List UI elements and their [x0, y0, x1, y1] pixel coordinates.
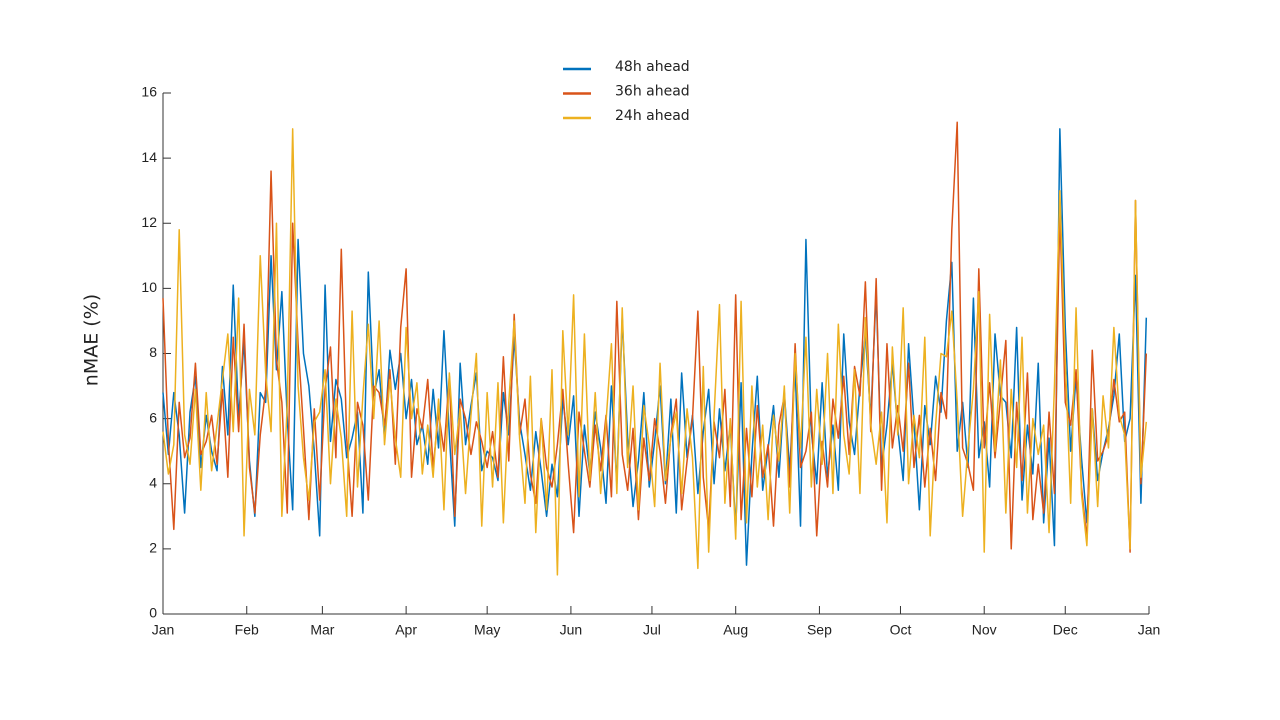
- x-tick-label: Jan: [1138, 622, 1161, 638]
- legend-label: 36h ahead: [615, 84, 690, 100]
- x-tick-label: Sep: [807, 622, 832, 638]
- series-line: [162, 121, 1148, 553]
- y-tick-label: 14: [141, 149, 157, 165]
- legend-label: 24h ahead: [615, 108, 690, 124]
- x-tick-label: Jun: [560, 622, 583, 638]
- x-tick-label: Jul: [643, 622, 661, 638]
- y-tick-label: 8: [149, 344, 157, 360]
- series-line: [162, 128, 1148, 576]
- x-tick-label: May: [474, 622, 500, 638]
- x-tick-label: Dec: [1053, 622, 1078, 638]
- legend-label: 48h ahead: [615, 59, 690, 75]
- x-tick-label: Mar: [310, 622, 334, 638]
- y-tick-label: 4: [149, 474, 157, 490]
- y-tick-label: 2: [149, 540, 157, 556]
- y-tick-label: 10: [141, 279, 157, 295]
- x-tick-label: Oct: [890, 622, 912, 638]
- x-tick-label: Apr: [395, 622, 417, 638]
- x-tick-label: Feb: [235, 622, 259, 638]
- y-tick-label: 16: [141, 84, 157, 100]
- x-tick-label: Aug: [723, 622, 748, 638]
- y-axis-label: nMAE (%): [81, 294, 103, 386]
- y-tick-label: 0: [149, 605, 157, 621]
- x-tick-label: Nov: [972, 622, 997, 638]
- x-tick-label: Jan: [152, 622, 175, 638]
- y-tick-label: 12: [141, 214, 157, 230]
- y-tick-label: 6: [149, 409, 157, 425]
